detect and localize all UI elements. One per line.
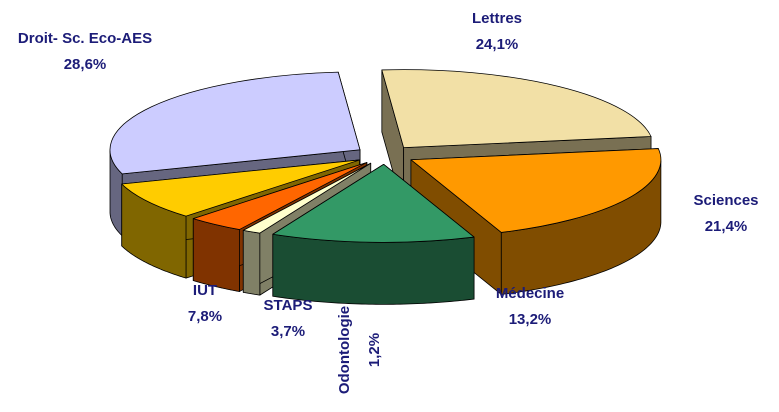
slice-label: Droit- Sc. Eco-AES 28,6% (10, 28, 160, 80)
slice-label: Sciences 21,4% (671, 190, 779, 242)
label-name: Lettres (471, 10, 523, 27)
slice (121, 159, 360, 217)
slice (410, 148, 662, 233)
slice-side (242, 229, 261, 296)
label-value: 13,2% (508, 311, 552, 328)
label-value: 7,8% (187, 308, 223, 325)
label-value: 3,7% (270, 323, 306, 340)
slice-label: Odontologie 1,2% (330, 295, 390, 405)
label-name: Sciences (693, 192, 759, 209)
slice (381, 69, 652, 149)
label-name: IUT (192, 282, 218, 299)
slice (272, 163, 475, 243)
label-name: Médecine (495, 285, 565, 302)
slice-label: Médecine 13,2% (475, 283, 585, 335)
slice (109, 71, 361, 175)
slice (192, 162, 368, 230)
label-value: 28,6% (63, 56, 107, 73)
label-name: Droit- Sc. Eco-AES (17, 30, 153, 47)
label-value: 21,4% (704, 218, 748, 235)
slice-label: Lettres 24,1% (442, 8, 552, 60)
slice-side (272, 233, 475, 305)
label-name: STAPS (263, 297, 313, 314)
label-value: 24,1% (475, 36, 519, 53)
slice (242, 162, 372, 234)
slice-label: STAPS 3,7% (248, 295, 328, 347)
label-value: 1,2% (366, 332, 383, 368)
slice-label: IUT 7,8% (175, 280, 235, 332)
label-name: Odontologie (336, 305, 353, 395)
